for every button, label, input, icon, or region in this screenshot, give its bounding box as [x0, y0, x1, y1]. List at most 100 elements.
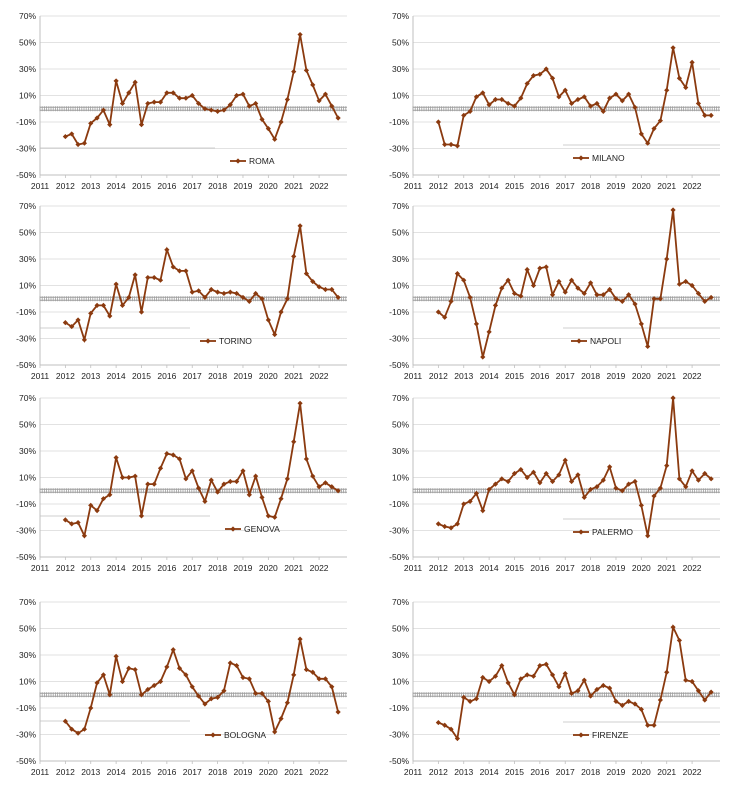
data-point	[151, 99, 157, 105]
data-point	[75, 519, 81, 526]
x-tick-label: 2015	[132, 563, 151, 573]
data-point	[645, 343, 651, 350]
x-tick-label: 2020	[632, 563, 651, 573]
data-point	[575, 96, 581, 103]
x-tick-label: 2018	[581, 371, 600, 381]
data-point	[221, 481, 227, 487]
data-point	[259, 494, 265, 500]
data-point	[164, 664, 170, 670]
x-tick-label: 2016	[530, 767, 549, 777]
data-point	[151, 481, 157, 487]
data-point	[246, 103, 252, 109]
data-point	[164, 90, 170, 96]
chart-svg-torino: 70% 50% 30% 10% -10% -30% -50%2011 2012 2013 2014…	[16, 201, 347, 381]
data-point	[303, 666, 310, 673]
x-tick-label: 2021	[284, 563, 303, 573]
legend-marker	[578, 529, 584, 535]
data-point	[291, 253, 297, 259]
data-point	[657, 296, 663, 302]
y-tick-label: 30%	[392, 64, 409, 74]
data-point	[537, 71, 543, 77]
data-point	[664, 669, 670, 675]
data-point	[473, 490, 480, 496]
data-point	[132, 79, 138, 85]
x-tick-label: 2013	[81, 181, 100, 191]
x-tick-label: 2014	[480, 767, 499, 777]
y-tick-label: 50%	[19, 420, 36, 430]
data-point	[530, 282, 537, 289]
data-point	[189, 684, 195, 690]
y-tick-label: -50%	[389, 552, 409, 562]
data-point	[183, 95, 189, 101]
x-tick-label: 2014	[107, 767, 126, 777]
x-tick-label: 2020	[259, 181, 278, 191]
x-tick-label: 2017	[556, 181, 575, 191]
data-point	[335, 488, 341, 494]
data-point	[316, 484, 322, 490]
data-point	[480, 508, 486, 514]
data-point	[664, 87, 670, 93]
data-point	[208, 107, 214, 113]
x-tick-label: 2013	[454, 767, 473, 777]
data-point	[246, 676, 252, 682]
x-tick-label: 2012	[429, 563, 448, 573]
x-tick-label: 2013	[454, 371, 473, 381]
y-tick-label: 10%	[19, 91, 36, 101]
x-tick-label: 2021	[284, 767, 303, 777]
y-tick-label: 50%	[392, 228, 409, 238]
data-point	[291, 69, 297, 75]
y-tick-label: 50%	[392, 420, 409, 430]
data-point	[113, 78, 119, 84]
data-point	[549, 75, 556, 81]
x-tick-label: 2019	[234, 563, 253, 573]
x-tick-label: 2014	[480, 371, 499, 381]
x-tick-label: 2015	[132, 767, 151, 777]
x-tick-label: 2017	[183, 563, 202, 573]
legend-label: TORINO	[219, 336, 252, 346]
y-tick-label: 70%	[392, 597, 409, 607]
y-tick-label: -30%	[389, 730, 409, 740]
data-point	[119, 100, 126, 107]
y-tick-label: -30%	[16, 526, 36, 536]
x-tick-label: 2022	[310, 767, 329, 777]
x-tick-label: 2013	[454, 181, 473, 191]
y-tick-label: 30%	[392, 254, 409, 264]
x-tick-label: 2018	[208, 371, 227, 381]
data-point	[645, 533, 651, 539]
x-tick-label: 2014	[480, 181, 499, 191]
data-point	[657, 485, 663, 491]
data-point	[126, 665, 132, 671]
y-tick-label: 30%	[19, 650, 36, 660]
x-tick-label: 2022	[683, 181, 702, 191]
data-point	[613, 698, 619, 704]
chart-panel-napoli: 70% 50% 30% 10% -10% -30% -50% 2011 2012 2013 2014…	[373, 194, 743, 384]
data-point	[473, 321, 480, 327]
data-point	[265, 126, 271, 132]
x-tick-label: 2021	[657, 563, 676, 573]
data-point	[524, 474, 530, 481]
x-tick-label: 2013	[81, 767, 100, 777]
data-point	[132, 666, 138, 673]
x-tick-label: 2019	[234, 371, 253, 381]
x-tick-label: 2022	[310, 181, 329, 191]
x-tick-label: 2019	[607, 563, 626, 573]
y-tick-label: -30%	[389, 526, 409, 536]
data-point	[651, 722, 657, 728]
y-tick-label: -10%	[389, 117, 409, 127]
data-point	[638, 706, 644, 712]
data-point	[69, 131, 75, 137]
x-tick-label: 2020	[632, 371, 651, 381]
x-tick-label: 2022	[310, 563, 329, 573]
y-tick-label: -50%	[16, 552, 36, 562]
data-point	[202, 106, 208, 112]
y-tick-label: 10%	[19, 473, 36, 483]
data-point	[461, 112, 467, 118]
x-tick-label: 2011	[31, 563, 50, 573]
data-point	[626, 481, 632, 487]
x-tick-label: 2017	[556, 371, 575, 381]
x-tick-label: 2015	[505, 767, 524, 777]
data-point	[657, 697, 663, 703]
data-point	[145, 274, 151, 281]
data-point	[676, 637, 683, 644]
x-tick-label: 2018	[208, 563, 227, 573]
